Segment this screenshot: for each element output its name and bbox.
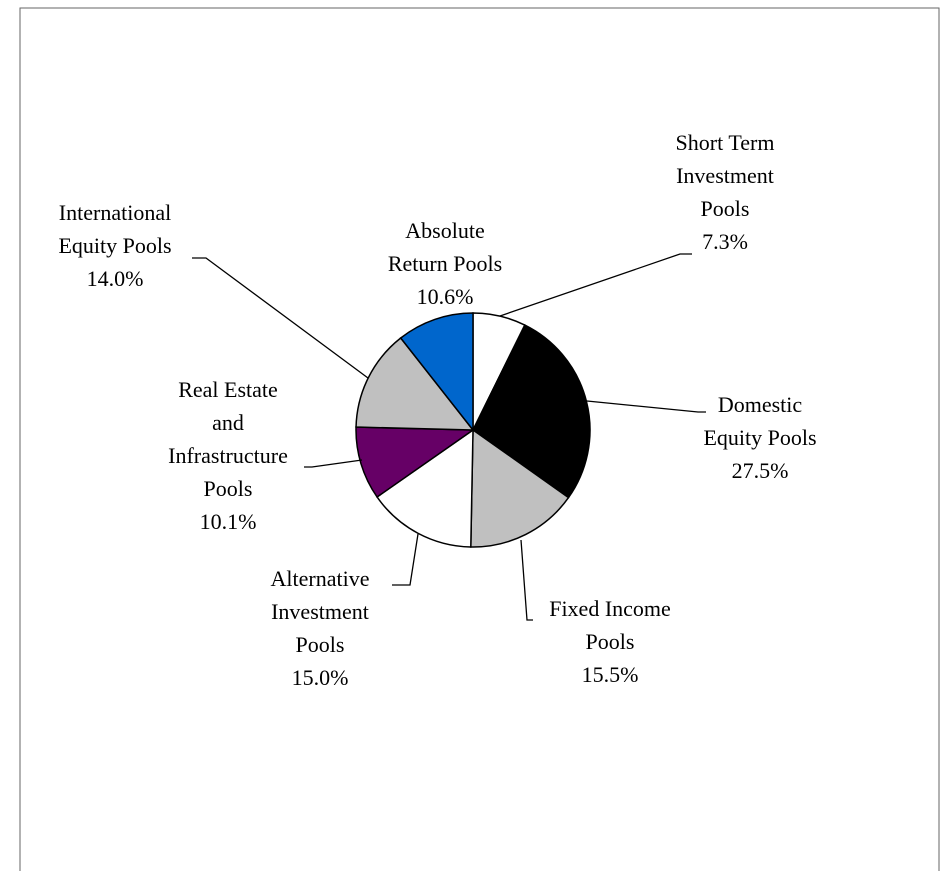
pie-slice bbox=[470, 428, 570, 548]
label-line: Equity Pools bbox=[58, 233, 171, 258]
label-line: and bbox=[212, 410, 244, 435]
leader-line bbox=[192, 257, 369, 379]
value-label: 7.3% bbox=[702, 229, 748, 254]
label-line: International bbox=[59, 200, 171, 225]
leader-line bbox=[520, 539, 533, 621]
slice-label: Fixed Income Pools bbox=[549, 596, 671, 654]
slice-label: Alternative Investment Pools bbox=[271, 566, 370, 657]
label-line: Return Pools bbox=[388, 251, 502, 276]
slice-label: International Equity Pools bbox=[58, 200, 171, 258]
label-line: Alternative bbox=[271, 566, 370, 591]
label-line: Domestic bbox=[718, 392, 803, 417]
label-line: Investment bbox=[676, 163, 774, 188]
label-line: Absolute bbox=[405, 218, 484, 243]
pie-slice bbox=[355, 336, 475, 431]
label-line: Fixed Income bbox=[549, 596, 671, 621]
pie-slice bbox=[472, 324, 591, 499]
leader-line bbox=[392, 533, 419, 586]
label-line: Real Estate bbox=[178, 377, 278, 402]
label-line: Equity Pools bbox=[703, 425, 816, 450]
value-label: 15.0% bbox=[292, 665, 349, 690]
slice-label: Short Term Investment Pools bbox=[676, 130, 775, 221]
label-line: Infrastructure bbox=[168, 443, 288, 468]
label-line: Pools bbox=[204, 476, 253, 501]
label-line: Pools bbox=[701, 196, 750, 221]
value-label: 10.6% bbox=[417, 284, 474, 309]
leader-line bbox=[586, 400, 706, 413]
chart-frame bbox=[19, 7, 940, 871]
pie-slice bbox=[355, 426, 476, 499]
value-label: 14.0% bbox=[87, 266, 144, 291]
slice-label: Absolute Return Pools bbox=[388, 218, 502, 276]
value-label: 10.1% bbox=[200, 509, 257, 534]
leader-line bbox=[499, 253, 692, 317]
value-label: 15.5% bbox=[582, 662, 639, 687]
label-line: Pools bbox=[296, 632, 345, 657]
slice-label: Domestic Equity Pools bbox=[703, 392, 816, 450]
value-label: 27.5% bbox=[732, 458, 789, 483]
label-line: Short Term bbox=[676, 130, 775, 155]
pie-slice bbox=[399, 312, 474, 433]
label-line: Pools bbox=[586, 629, 635, 654]
label-line: Investment bbox=[271, 599, 369, 624]
slice-label: Real Estate and Infrastructure Pools bbox=[168, 377, 288, 501]
leader-line bbox=[304, 459, 363, 468]
pie-slice bbox=[376, 428, 474, 548]
